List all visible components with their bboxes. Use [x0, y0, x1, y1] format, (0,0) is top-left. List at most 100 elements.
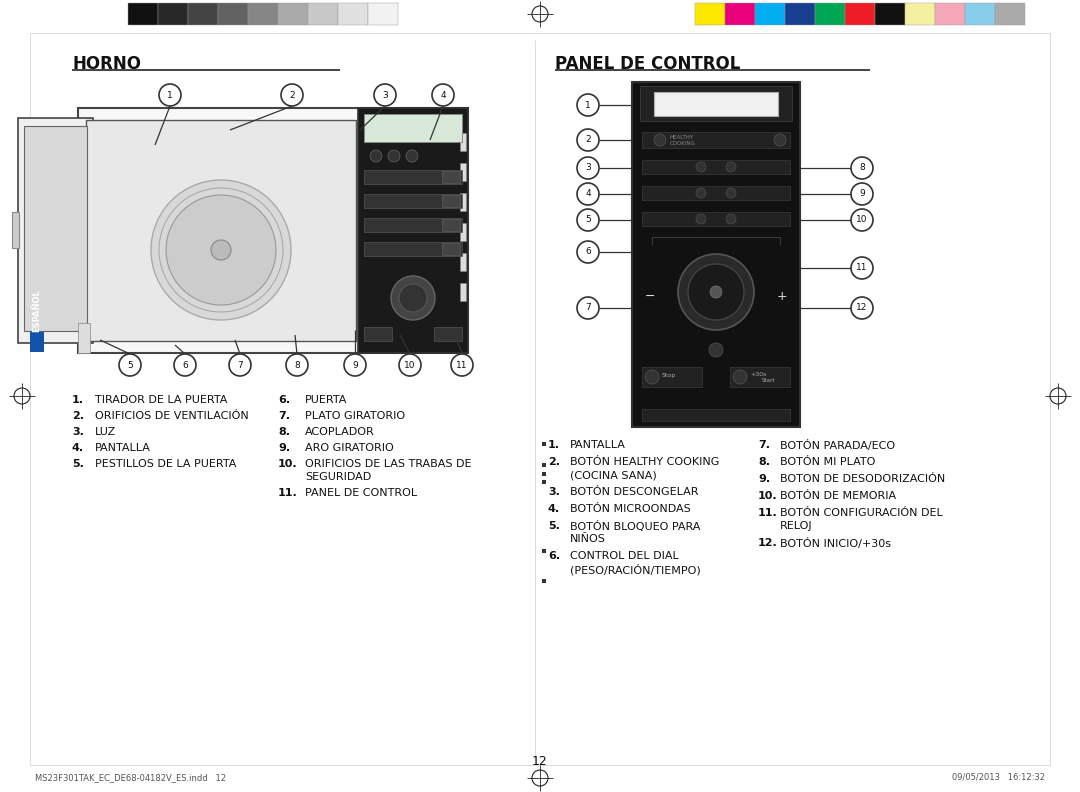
- Text: ARO GIRATORIO: ARO GIRATORIO: [305, 443, 394, 453]
- Bar: [460, 193, 465, 211]
- Text: 10.: 10.: [278, 459, 298, 469]
- Bar: [966, 3, 995, 25]
- Bar: [442, 219, 460, 231]
- Text: TIRADOR DE LA PUERTA: TIRADOR DE LA PUERTA: [95, 395, 228, 405]
- Bar: [278, 3, 308, 25]
- Circle shape: [345, 354, 366, 376]
- Circle shape: [229, 354, 251, 376]
- Bar: [654, 92, 778, 116]
- Text: 1.: 1.: [548, 440, 561, 450]
- Bar: [995, 3, 1025, 25]
- Bar: [935, 3, 966, 25]
- Circle shape: [532, 6, 548, 22]
- Text: 10: 10: [856, 215, 867, 224]
- Text: ESPAÑOL: ESPAÑOL: [32, 290, 41, 333]
- Bar: [542, 463, 546, 467]
- Text: PANEL DE CONTROL: PANEL DE CONTROL: [555, 55, 741, 73]
- Text: 11.: 11.: [278, 488, 298, 498]
- Circle shape: [696, 214, 706, 224]
- Circle shape: [391, 276, 435, 320]
- Text: +: +: [777, 290, 787, 303]
- Bar: [725, 3, 755, 25]
- Circle shape: [774, 134, 786, 146]
- Circle shape: [166, 195, 276, 305]
- Text: NIÑOS: NIÑOS: [570, 534, 606, 544]
- Circle shape: [726, 214, 735, 224]
- Text: 5: 5: [127, 360, 133, 370]
- Text: 5: 5: [585, 215, 591, 224]
- Circle shape: [281, 84, 303, 106]
- Bar: [86, 120, 356, 341]
- Text: 3.: 3.: [72, 427, 84, 437]
- Text: 11: 11: [856, 264, 867, 272]
- Text: 3.: 3.: [548, 487, 559, 497]
- Circle shape: [374, 84, 396, 106]
- Text: BOTÓN HEALTHY COOKING: BOTÓN HEALTHY COOKING: [570, 457, 719, 467]
- Text: SEGURIDAD: SEGURIDAD: [305, 472, 372, 482]
- Text: CONTROL DEL DIAL: CONTROL DEL DIAL: [570, 551, 678, 561]
- Text: 4.: 4.: [72, 443, 84, 453]
- Bar: [12, 212, 19, 248]
- Text: BOTÓN INICIO/+30s: BOTÓN INICIO/+30s: [780, 538, 891, 549]
- Circle shape: [688, 264, 744, 320]
- Circle shape: [645, 370, 659, 384]
- Circle shape: [151, 180, 291, 320]
- Circle shape: [696, 162, 706, 172]
- Text: PLATO GIRATORIO: PLATO GIRATORIO: [305, 411, 405, 421]
- Text: BOTÓN MICROONDAS: BOTÓN MICROONDAS: [570, 504, 691, 514]
- Circle shape: [851, 209, 873, 231]
- Bar: [218, 3, 248, 25]
- Bar: [875, 3, 905, 25]
- Bar: [442, 171, 460, 183]
- Bar: [905, 3, 935, 25]
- Text: 2.: 2.: [72, 411, 84, 421]
- Text: 10.: 10.: [758, 491, 778, 501]
- Text: 8: 8: [859, 163, 865, 173]
- Circle shape: [733, 370, 747, 384]
- Text: PUERTA: PUERTA: [305, 395, 348, 405]
- Text: BOTON DE DESODORIZACIÓN: BOTON DE DESODORIZACIÓN: [780, 474, 945, 484]
- Text: ACOPLADOR: ACOPLADOR: [305, 427, 375, 437]
- Text: 4: 4: [585, 189, 591, 199]
- Circle shape: [532, 770, 548, 786]
- Text: PESTILLOS DE LA PUERTA: PESTILLOS DE LA PUERTA: [95, 459, 237, 469]
- Bar: [785, 3, 815, 25]
- Text: 9: 9: [352, 360, 357, 370]
- Text: 9.: 9.: [278, 443, 291, 453]
- Circle shape: [406, 150, 418, 162]
- Bar: [632, 82, 800, 427]
- Bar: [129, 3, 158, 25]
- Text: PANTALLA: PANTALLA: [570, 440, 626, 450]
- Text: LUZ: LUZ: [95, 427, 117, 437]
- Text: ORIFICIOS DE VENTILACIÓN: ORIFICIOS DE VENTILACIÓN: [95, 411, 248, 421]
- Text: BOTÓN PARADA/ECO: BOTÓN PARADA/ECO: [780, 440, 895, 451]
- Bar: [460, 163, 465, 181]
- Bar: [542, 480, 546, 484]
- Text: +30s: +30s: [750, 372, 767, 378]
- Bar: [542, 472, 546, 476]
- Circle shape: [119, 354, 141, 376]
- Text: HORNO: HORNO: [72, 55, 141, 73]
- Text: 09/05/2013   16:12:32: 09/05/2013 16:12:32: [951, 773, 1045, 782]
- Text: 5.: 5.: [548, 521, 559, 531]
- Text: 2: 2: [289, 90, 295, 100]
- Bar: [642, 186, 789, 200]
- Circle shape: [399, 354, 421, 376]
- Bar: [442, 195, 460, 207]
- Circle shape: [14, 388, 30, 404]
- Text: BOTÓN BLOQUEO PARA: BOTÓN BLOQUEO PARA: [570, 521, 700, 532]
- Bar: [730, 367, 789, 387]
- Bar: [442, 243, 460, 255]
- Text: BOTÓN MI PLATO: BOTÓN MI PLATO: [780, 457, 876, 467]
- Text: (COCINA SANA): (COCINA SANA): [570, 470, 657, 480]
- Circle shape: [851, 183, 873, 205]
- Text: 1: 1: [167, 90, 173, 100]
- Bar: [364, 327, 392, 341]
- Bar: [364, 242, 462, 256]
- Bar: [542, 579, 546, 583]
- Text: −: −: [645, 290, 656, 303]
- Bar: [368, 3, 399, 25]
- Bar: [815, 3, 845, 25]
- Text: 9: 9: [859, 189, 865, 199]
- Circle shape: [174, 354, 195, 376]
